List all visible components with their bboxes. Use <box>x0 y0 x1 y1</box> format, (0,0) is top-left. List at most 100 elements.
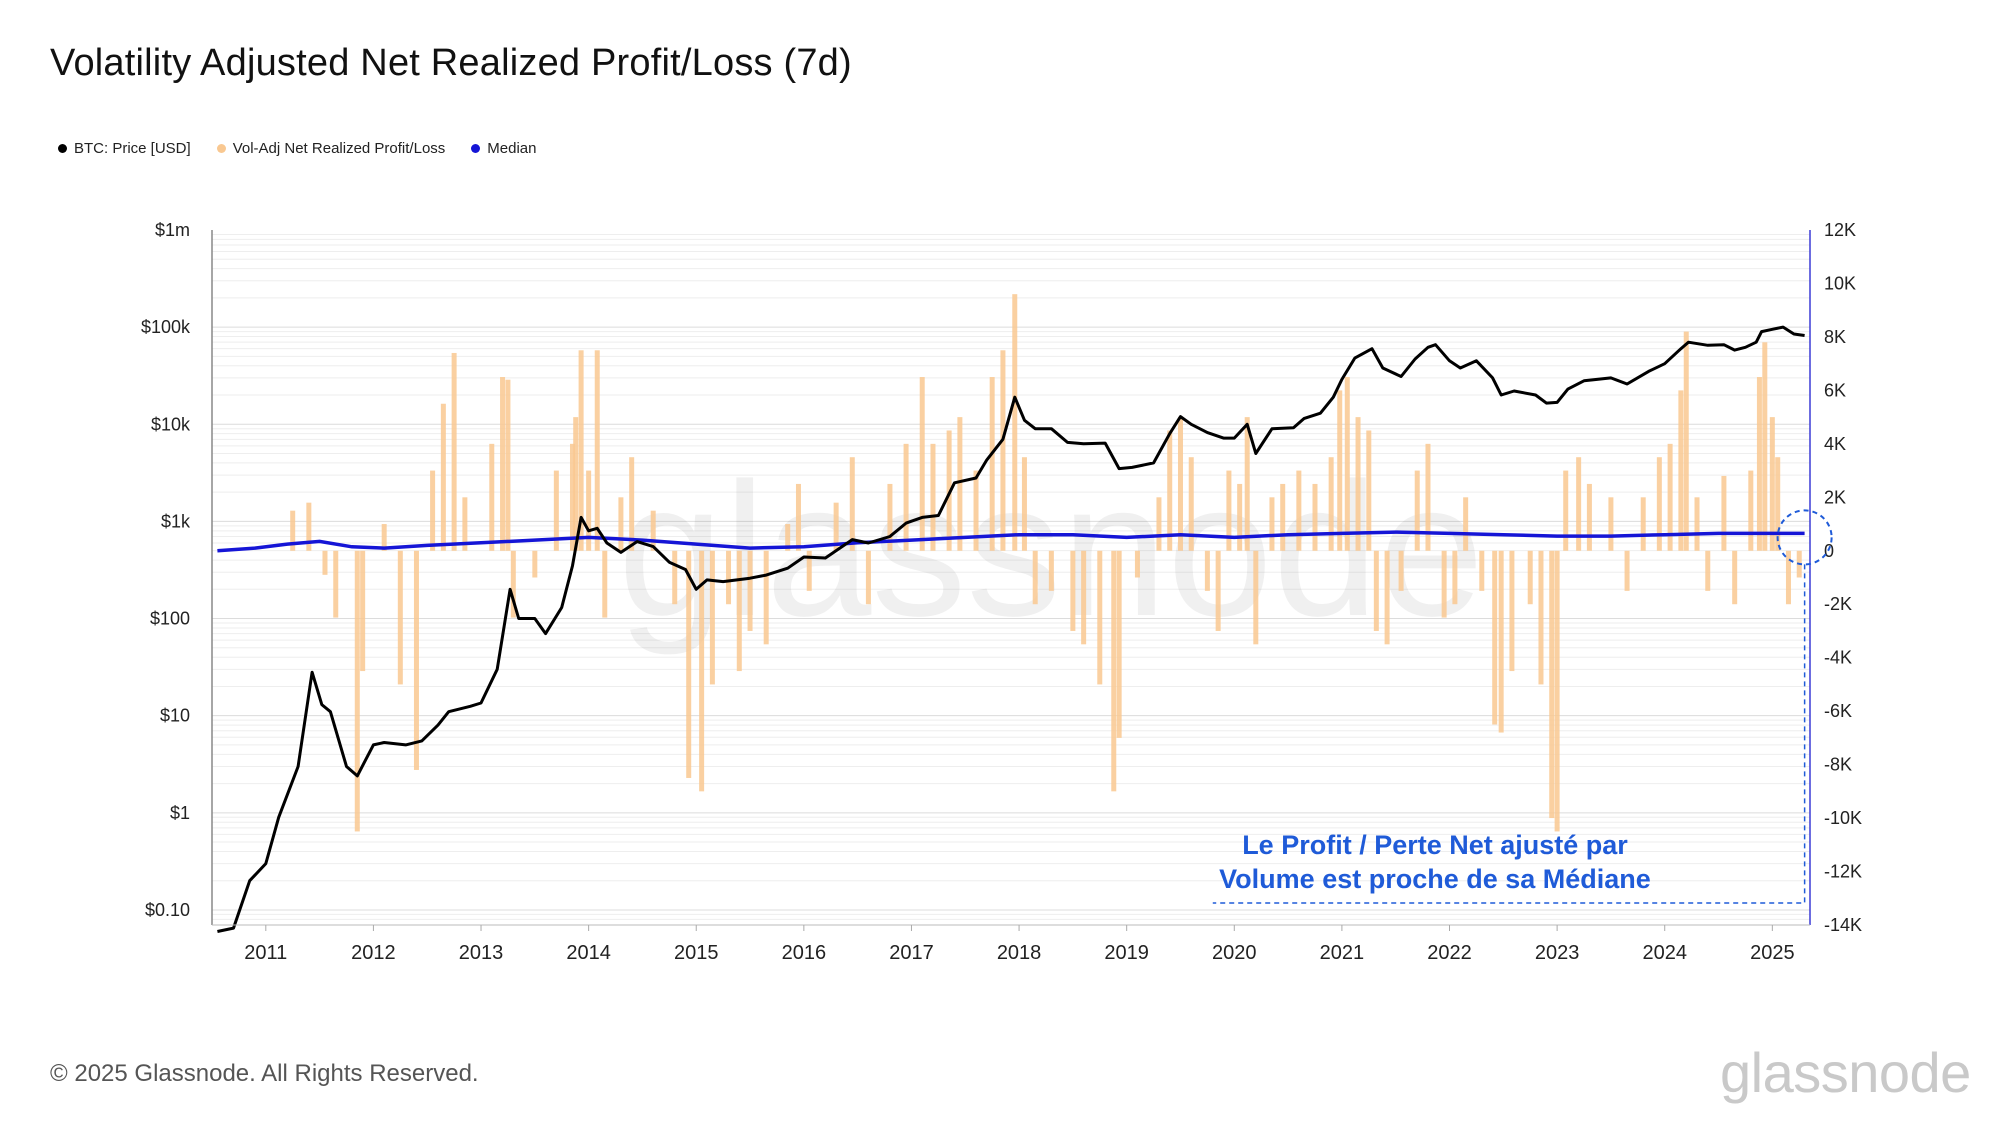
profit-loss-bar <box>672 550 678 605</box>
profit-loss-bar <box>505 379 511 551</box>
profit-loss-bar <box>413 550 419 770</box>
profit-loss-bar <box>1021 457 1027 551</box>
profit-loss-bar <box>1463 497 1469 551</box>
profit-loss-bar <box>989 377 995 551</box>
profit-loss-bar <box>1705 550 1711 591</box>
legend: BTC: Price [USD] Vol-Adj Net Realized Pr… <box>58 140 537 157</box>
x-tick-label: 2015 <box>674 942 719 964</box>
profit-loss-bar <box>586 470 592 551</box>
profit-loss-bar <box>686 550 692 778</box>
profit-loss-bar <box>1538 550 1544 685</box>
profit-loss-bar <box>1000 350 1006 551</box>
x-tick-label: 2012 <box>351 942 396 964</box>
x-tick-label: 2020 <box>1212 942 1257 964</box>
profit-loss-bar <box>573 417 579 551</box>
profit-loss-bar <box>1253 550 1259 645</box>
profit-loss-bar <box>833 502 839 551</box>
profit-loss-bar <box>747 550 753 631</box>
y-right-tick-label: -8K <box>1824 755 1852 775</box>
profit-loss-bar <box>1081 550 1087 645</box>
profit-loss-bar <box>1452 550 1458 605</box>
profit-loss-bar <box>1498 550 1504 733</box>
annotation-circle <box>1776 509 1833 566</box>
x-tick-label: 2013 <box>459 942 504 964</box>
legend-label-profit-loss: Vol-Adj Net Realized Profit/Loss <box>232 140 446 157</box>
profit-loss-bar <box>553 470 559 551</box>
profit-loss-bar <box>306 502 312 551</box>
annotation-line-2: Volume est proche de sa Médiane <box>1219 864 1651 894</box>
profit-loss-bar <box>1748 470 1754 551</box>
legend-dot-profit-loss <box>216 144 226 153</box>
profit-loss-bar <box>1097 550 1103 685</box>
x-tick-label: 2024 <box>1642 942 1687 964</box>
profit-loss-bar <box>1156 497 1162 551</box>
y-left-tick-label: $1 <box>170 803 190 823</box>
profit-loss-bar <box>1479 550 1485 591</box>
legend-label-price: BTC: Price [USD] <box>74 140 191 157</box>
profit-loss-bar <box>602 550 608 618</box>
profit-loss-bar <box>1721 475 1727 551</box>
y-right-tick-label: -12K <box>1824 862 1862 882</box>
profit-loss-bar <box>1554 550 1560 832</box>
y-right-tick-label: -14K <box>1824 915 1862 935</box>
profit-loss-bar <box>785 524 791 551</box>
profit-loss-bar <box>333 550 339 618</box>
y-right-tick-label: 6K <box>1824 380 1846 400</box>
annotation-connector <box>1212 564 1806 904</box>
profit-loss-bar <box>1177 417 1183 551</box>
profit-loss-bar <box>1608 497 1614 551</box>
profit-loss-bar <box>1683 331 1689 551</box>
profit-loss-bar <box>1296 470 1302 551</box>
profit-loss-bar <box>1384 550 1390 645</box>
profit-loss-bar <box>1280 483 1286 551</box>
median-line <box>217 530 1805 553</box>
profit-loss-bar <box>1414 470 1420 551</box>
profit-loss-bar <box>1775 457 1781 551</box>
profit-loss-bar <box>510 550 516 618</box>
legend-item-median[interactable]: Median <box>471 140 537 157</box>
profit-loss-bar <box>1012 294 1018 551</box>
profit-loss-bar <box>462 497 468 551</box>
profit-loss-bar <box>865 550 871 605</box>
profit-loss-bar <box>1762 342 1768 551</box>
profit-loss-bar <box>322 550 328 575</box>
profit-loss-bar <box>532 550 538 578</box>
profit-loss-bar <box>1785 550 1791 605</box>
legend-item-profit-loss[interactable]: Vol-Adj Net Realized Profit/Loss <box>216 140 446 157</box>
profit-loss-bar <box>381 524 387 551</box>
x-tick-label: 2019 <box>1104 942 1149 964</box>
x-tick-label: 2016 <box>782 942 827 964</box>
x-tick-label: 2014 <box>566 942 611 964</box>
profit-loss-bar <box>1312 483 1318 551</box>
profit-loss-bar <box>1441 550 1447 618</box>
y-right-tick-label: -2K <box>1824 594 1852 614</box>
x-tick-label: 2011 <box>244 942 287 964</box>
profit-loss-bar <box>806 550 812 591</box>
profit-loss-bar <box>1656 457 1662 551</box>
profit-loss-bar <box>1694 497 1700 551</box>
profit-loss-bar <box>569 443 575 551</box>
annotation-line-1: Le Profit / Perte Net ajusté par <box>1242 830 1628 860</box>
profit-loss-bar <box>1134 550 1140 578</box>
x-tick-label: 2018 <box>997 942 1042 964</box>
legend-item-price[interactable]: BTC: Price [USD] <box>58 140 191 157</box>
profit-loss-bar <box>1667 443 1673 551</box>
profit-loss-bar <box>1070 550 1076 631</box>
profit-loss-bar <box>1328 457 1334 551</box>
profit-loss-bar <box>887 483 893 551</box>
profit-loss-bar <box>1563 470 1569 551</box>
chart-title: Volatility Adjusted Net Realized Profit/… <box>50 42 852 84</box>
profit-loss-bar <box>930 443 936 551</box>
profit-loss-bar <box>903 443 909 551</box>
legend-label-median: Median <box>487 140 537 157</box>
profit-loss-bar <box>430 470 436 551</box>
x-tick-label: 2025 <box>1750 942 1795 964</box>
profit-loss-bar <box>618 497 624 551</box>
profit-loss-bar <box>397 550 403 685</box>
profit-loss-bar <box>1269 497 1275 551</box>
profit-loss-bar <box>1237 483 1243 551</box>
profit-loss-bar <box>763 550 769 645</box>
profit-loss-bar <box>1032 550 1038 605</box>
profit-loss-bar <box>1425 443 1431 551</box>
